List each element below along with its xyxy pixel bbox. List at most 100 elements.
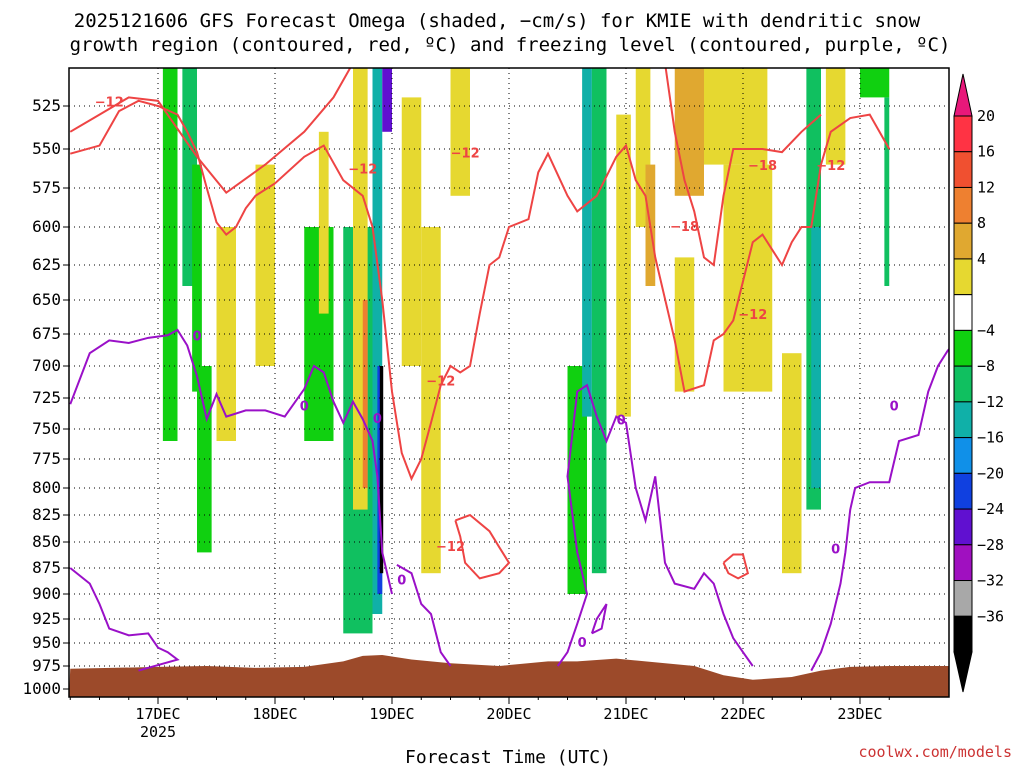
shaded-region-cyan-19dec [372, 68, 383, 614]
shaded-region-yellow-19dec-b [401, 97, 422, 367]
freezing-contour-label-7: 0 [890, 400, 899, 415]
colorbar-swatch-5 [953, 294, 973, 331]
x-tick-label-22DEC: 22DEC [720, 705, 765, 723]
freezing-contour-label-0: 0 [192, 330, 201, 345]
colorbar-label-7: −12 [977, 393, 1004, 411]
freezing-contour-line-fzl-19dec-b [396, 564, 452, 667]
shaded-region-yellow-19dec-c [421, 227, 441, 574]
shaded-region-green-20dec [567, 366, 587, 594]
dgz-contour-line-dgz-18dec [664, 68, 822, 267]
colorbar-label-8: −16 [977, 429, 1004, 447]
shaded-region-yellow-22dec-c [782, 353, 802, 574]
freezing-contour-line-fzl-low-left [69, 567, 180, 672]
freezing-contour-label-2: 0 [373, 412, 382, 427]
colorbar-label-3: 8 [977, 214, 986, 232]
y-tick-label-1000: 1000 [22, 679, 61, 698]
y-tick-label-525: 525 [32, 96, 61, 115]
shaded-region-orange-19dec [362, 300, 368, 488]
shaded-region-yellow-22dec-b [723, 164, 773, 392]
dgz-contour-label-2: −12 [451, 147, 480, 162]
colorbar-label-2: 12 [977, 178, 995, 196]
dgz-contour-label-6: −12 [816, 159, 845, 174]
freezing-contour-label-5: 0 [617, 413, 626, 428]
x-tick-label-21DEC: 21DEC [603, 705, 648, 723]
x-tick-label-17DEC: 17DEC [135, 705, 180, 723]
colorbar-swatch-2 [953, 186, 973, 224]
freezing-contour-label-6: 0 [831, 542, 840, 557]
colorbar-label-0: 20 [977, 107, 995, 125]
y-tick-label-975: 975 [32, 656, 61, 675]
shaded-region-yellow-21dec-c [674, 257, 695, 392]
shaded-region-cyan-23dec [811, 227, 821, 488]
colorbar-swatch-10 [953, 472, 973, 510]
dgz-contour-line-dgz-upper [69, 99, 891, 482]
colorbar-label-11: −28 [977, 536, 1004, 554]
freezing-contour-line-fzl-main [69, 328, 393, 595]
y-tick-label-925: 925 [32, 609, 61, 628]
plot-area: −12 −12 −12 −18 −18 −12 −12 −12 −12 0 0 0 0 0 0 0 0 [69, 68, 949, 697]
shaded-region-yellow-18dec-b [318, 131, 329, 314]
x-tick-label-18DEC: 18DEC [252, 705, 297, 723]
shaded-region-yellow-21dec [616, 114, 631, 417]
shaded-region-black-19dec [379, 366, 384, 574]
y-tick-label-850: 850 [32, 532, 61, 551]
shaded-region-yellow-18dec [255, 164, 275, 366]
y-tick-label-750: 750 [32, 419, 61, 438]
colorbar-bottom-arrow [953, 651, 973, 693]
colorbar-swatch-3 [953, 222, 973, 260]
colorbar-swatch-14 [953, 615, 973, 653]
y-tick-label-650: 650 [32, 290, 61, 309]
dgz-contour-label-5: −12 [738, 308, 767, 323]
colorbar-top-arrow [953, 73, 973, 117]
y-tick-label-950: 950 [32, 633, 61, 652]
dgz-contour-line-dgz-closed-20dec [454, 513, 511, 580]
freezing-contour-label-1: 0 [300, 400, 309, 415]
colorbar-swatch-12 [953, 544, 973, 582]
shaded-region-purple-19dec [382, 68, 392, 132]
y-tick-label-775: 775 [32, 449, 61, 468]
shaded-region-orange-21dec-b [674, 68, 704, 196]
colorbar-label-10: −24 [977, 500, 1004, 518]
dgz-contour-label-0: −12 [95, 96, 124, 111]
colorbar-label-12: −32 [977, 572, 1004, 590]
dgz-contour-line-dgz-lower [69, 68, 352, 195]
chart-title-line-2: growth region (contoured, red, ºC) and f… [70, 34, 951, 56]
shaded-region-green-23dec-b [860, 68, 890, 98]
freezing-contour-line-fzl-23dec [810, 347, 949, 672]
colorbar-label-6: −8 [977, 357, 995, 375]
colorbar-label-1: 16 [977, 143, 995, 161]
shaded-region-yellow-23dec [825, 68, 846, 165]
colorbar-swatch-4 [953, 258, 973, 296]
x-year-label: 2025 [140, 723, 176, 741]
x-tick-label-19DEC: 19DEC [369, 705, 414, 723]
chart-title-line-1: 2025121606 GFS Forecast Omega (shaded, −… [74, 10, 921, 32]
y-tick-label-700: 700 [32, 356, 61, 375]
y-tick-label-575: 575 [32, 178, 61, 197]
shaded-region-yellow-17dec [216, 227, 236, 441]
colorbar-swatch-8 [953, 401, 973, 439]
colorbar-swatch-11 [953, 508, 973, 546]
dgz-contour-label-3: −18 [670, 220, 699, 235]
x-axis-title: Forecast Time (UTC) [405, 747, 611, 768]
colorbar-label-4: 4 [977, 250, 986, 268]
dgz-contour-label-7: −12 [426, 374, 455, 389]
x-tick-label-23DEC: 23DEC [837, 705, 882, 723]
colorbar-swatch-9 [953, 437, 973, 474]
shaded-region-green-17dec-a [162, 68, 178, 441]
shaded-region-green-23dec-c [884, 97, 890, 287]
y-tick-label-625: 625 [32, 255, 61, 274]
shaded-region-cyan-20dec [582, 68, 592, 417]
colorbar-swatch-6 [953, 329, 973, 367]
y-tick-label-800: 800 [32, 478, 61, 497]
y-tick-label-550: 550 [32, 139, 61, 158]
y-tick-label-600: 600 [32, 217, 61, 236]
x-tick-label-20DEC: 20DEC [486, 705, 531, 723]
colorbar-swatch-7 [953, 365, 973, 403]
shaded-region-yellow-20dec [450, 68, 470, 196]
dgz-contour-label-8: −12 [436, 540, 465, 555]
colorbar-label-5: −4 [977, 321, 995, 339]
colorbar-swatch-0 [953, 115, 973, 153]
freezing-contour-label-4: 0 [578, 636, 587, 651]
colorbar-label-13: −36 [977, 607, 1004, 625]
